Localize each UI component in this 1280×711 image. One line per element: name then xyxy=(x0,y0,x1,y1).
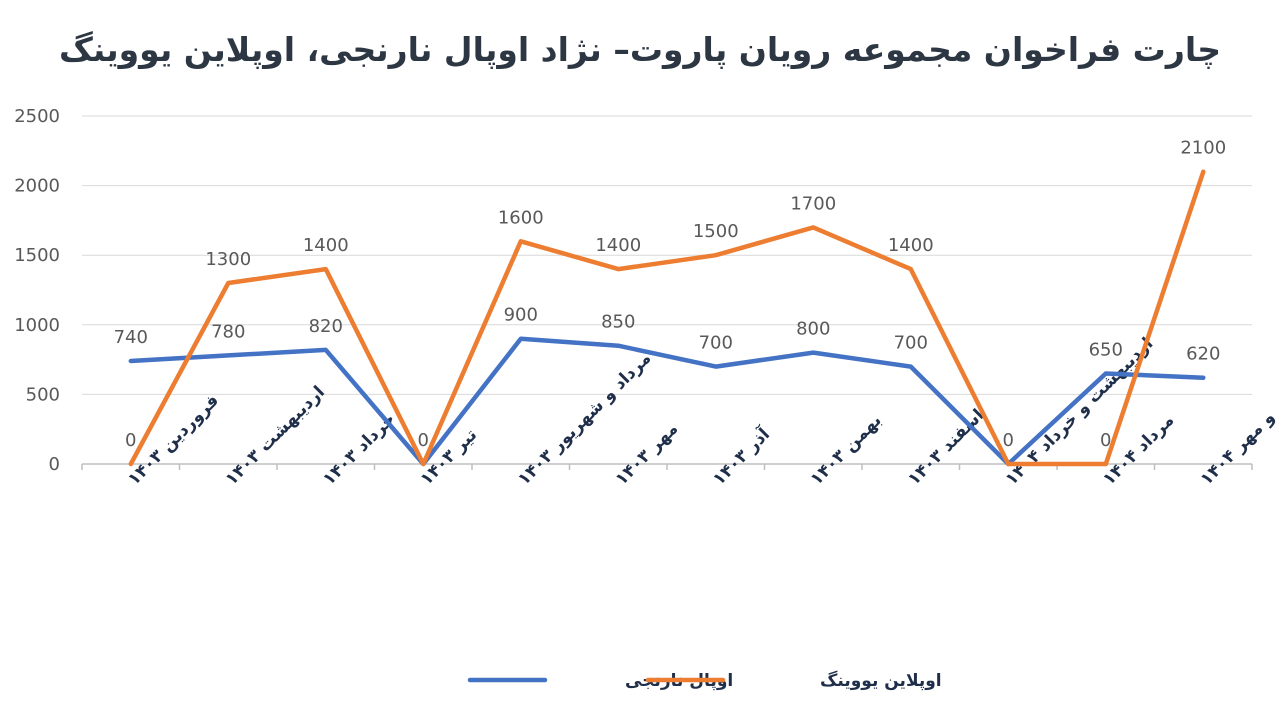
series-line-2 xyxy=(128,169,1206,467)
data-label: 780 xyxy=(211,321,245,342)
legend: اوپال نارنجیاوپلاین یووینگ xyxy=(467,670,942,691)
data-label: 1400 xyxy=(888,235,934,256)
data-label: 1600 xyxy=(498,207,544,228)
data-label: 1300 xyxy=(205,249,251,270)
y-tick-label: 500 xyxy=(26,384,60,405)
data-label: 650 xyxy=(1089,340,1123,361)
series-layer xyxy=(128,169,1206,467)
data-label: 700 xyxy=(699,333,733,354)
data-label: 620 xyxy=(1186,344,1220,365)
grid-layer xyxy=(82,115,1252,395)
x-tick-label: شهریور و مهر ۱۴۰۴ xyxy=(1197,357,1280,490)
x-tick-label: مهر ۱۴۰۳ xyxy=(612,419,683,490)
y-tick-label: 0 xyxy=(49,454,60,475)
x-tick-label: آذر ۱۴۰۳ xyxy=(708,422,775,489)
y-tick-label: 2500 xyxy=(14,106,60,127)
x-tick-label: بهمن ۱۴۰۳ xyxy=(807,411,886,490)
data-label: 0 xyxy=(1003,430,1014,451)
y-tick-label: 1500 xyxy=(14,245,60,266)
y-tick-label: 1000 xyxy=(14,315,60,336)
data-label: 2100 xyxy=(1180,138,1226,159)
series-line-1 xyxy=(128,336,1206,467)
data-label: 0 xyxy=(125,430,136,451)
data-label: 820 xyxy=(309,316,343,337)
x-tick-label: فروردین ۱۴۰۳ xyxy=(124,391,223,490)
data-label: 1400 xyxy=(303,235,349,256)
data-label: 850 xyxy=(601,312,635,333)
chart-title: چارت فراخوان مجموعه رویان پاروت– نژاد او… xyxy=(58,30,1221,69)
x-tick-label: اردیبهشت ۱۴۰۳ xyxy=(222,382,329,489)
data-label: 0 xyxy=(1100,430,1111,451)
data-label: 1500 xyxy=(693,221,739,242)
y-tick-label: 2000 xyxy=(14,176,60,197)
data-label: 1700 xyxy=(790,193,836,214)
data-label: 740 xyxy=(114,327,148,348)
data-label: 1400 xyxy=(595,235,641,256)
data-label-layer: 740 780 820 900 850 700 800 700 650 620 0 1300 1400 0… xyxy=(114,138,1227,451)
data-label: 0 xyxy=(418,430,429,451)
x-tick-label: اسفند ۱۴۰۳ xyxy=(904,405,988,489)
data-label: 700 xyxy=(894,333,928,354)
legend-label-2: اوپلاین یووینگ xyxy=(820,670,942,691)
data-label: 900 xyxy=(504,305,538,326)
data-label: 800 xyxy=(796,319,830,340)
axis-layer: 0 500 1000 1500 2000 2500 فروردین ۱۴۰۳اردیبهشت… xyxy=(14,106,1280,490)
